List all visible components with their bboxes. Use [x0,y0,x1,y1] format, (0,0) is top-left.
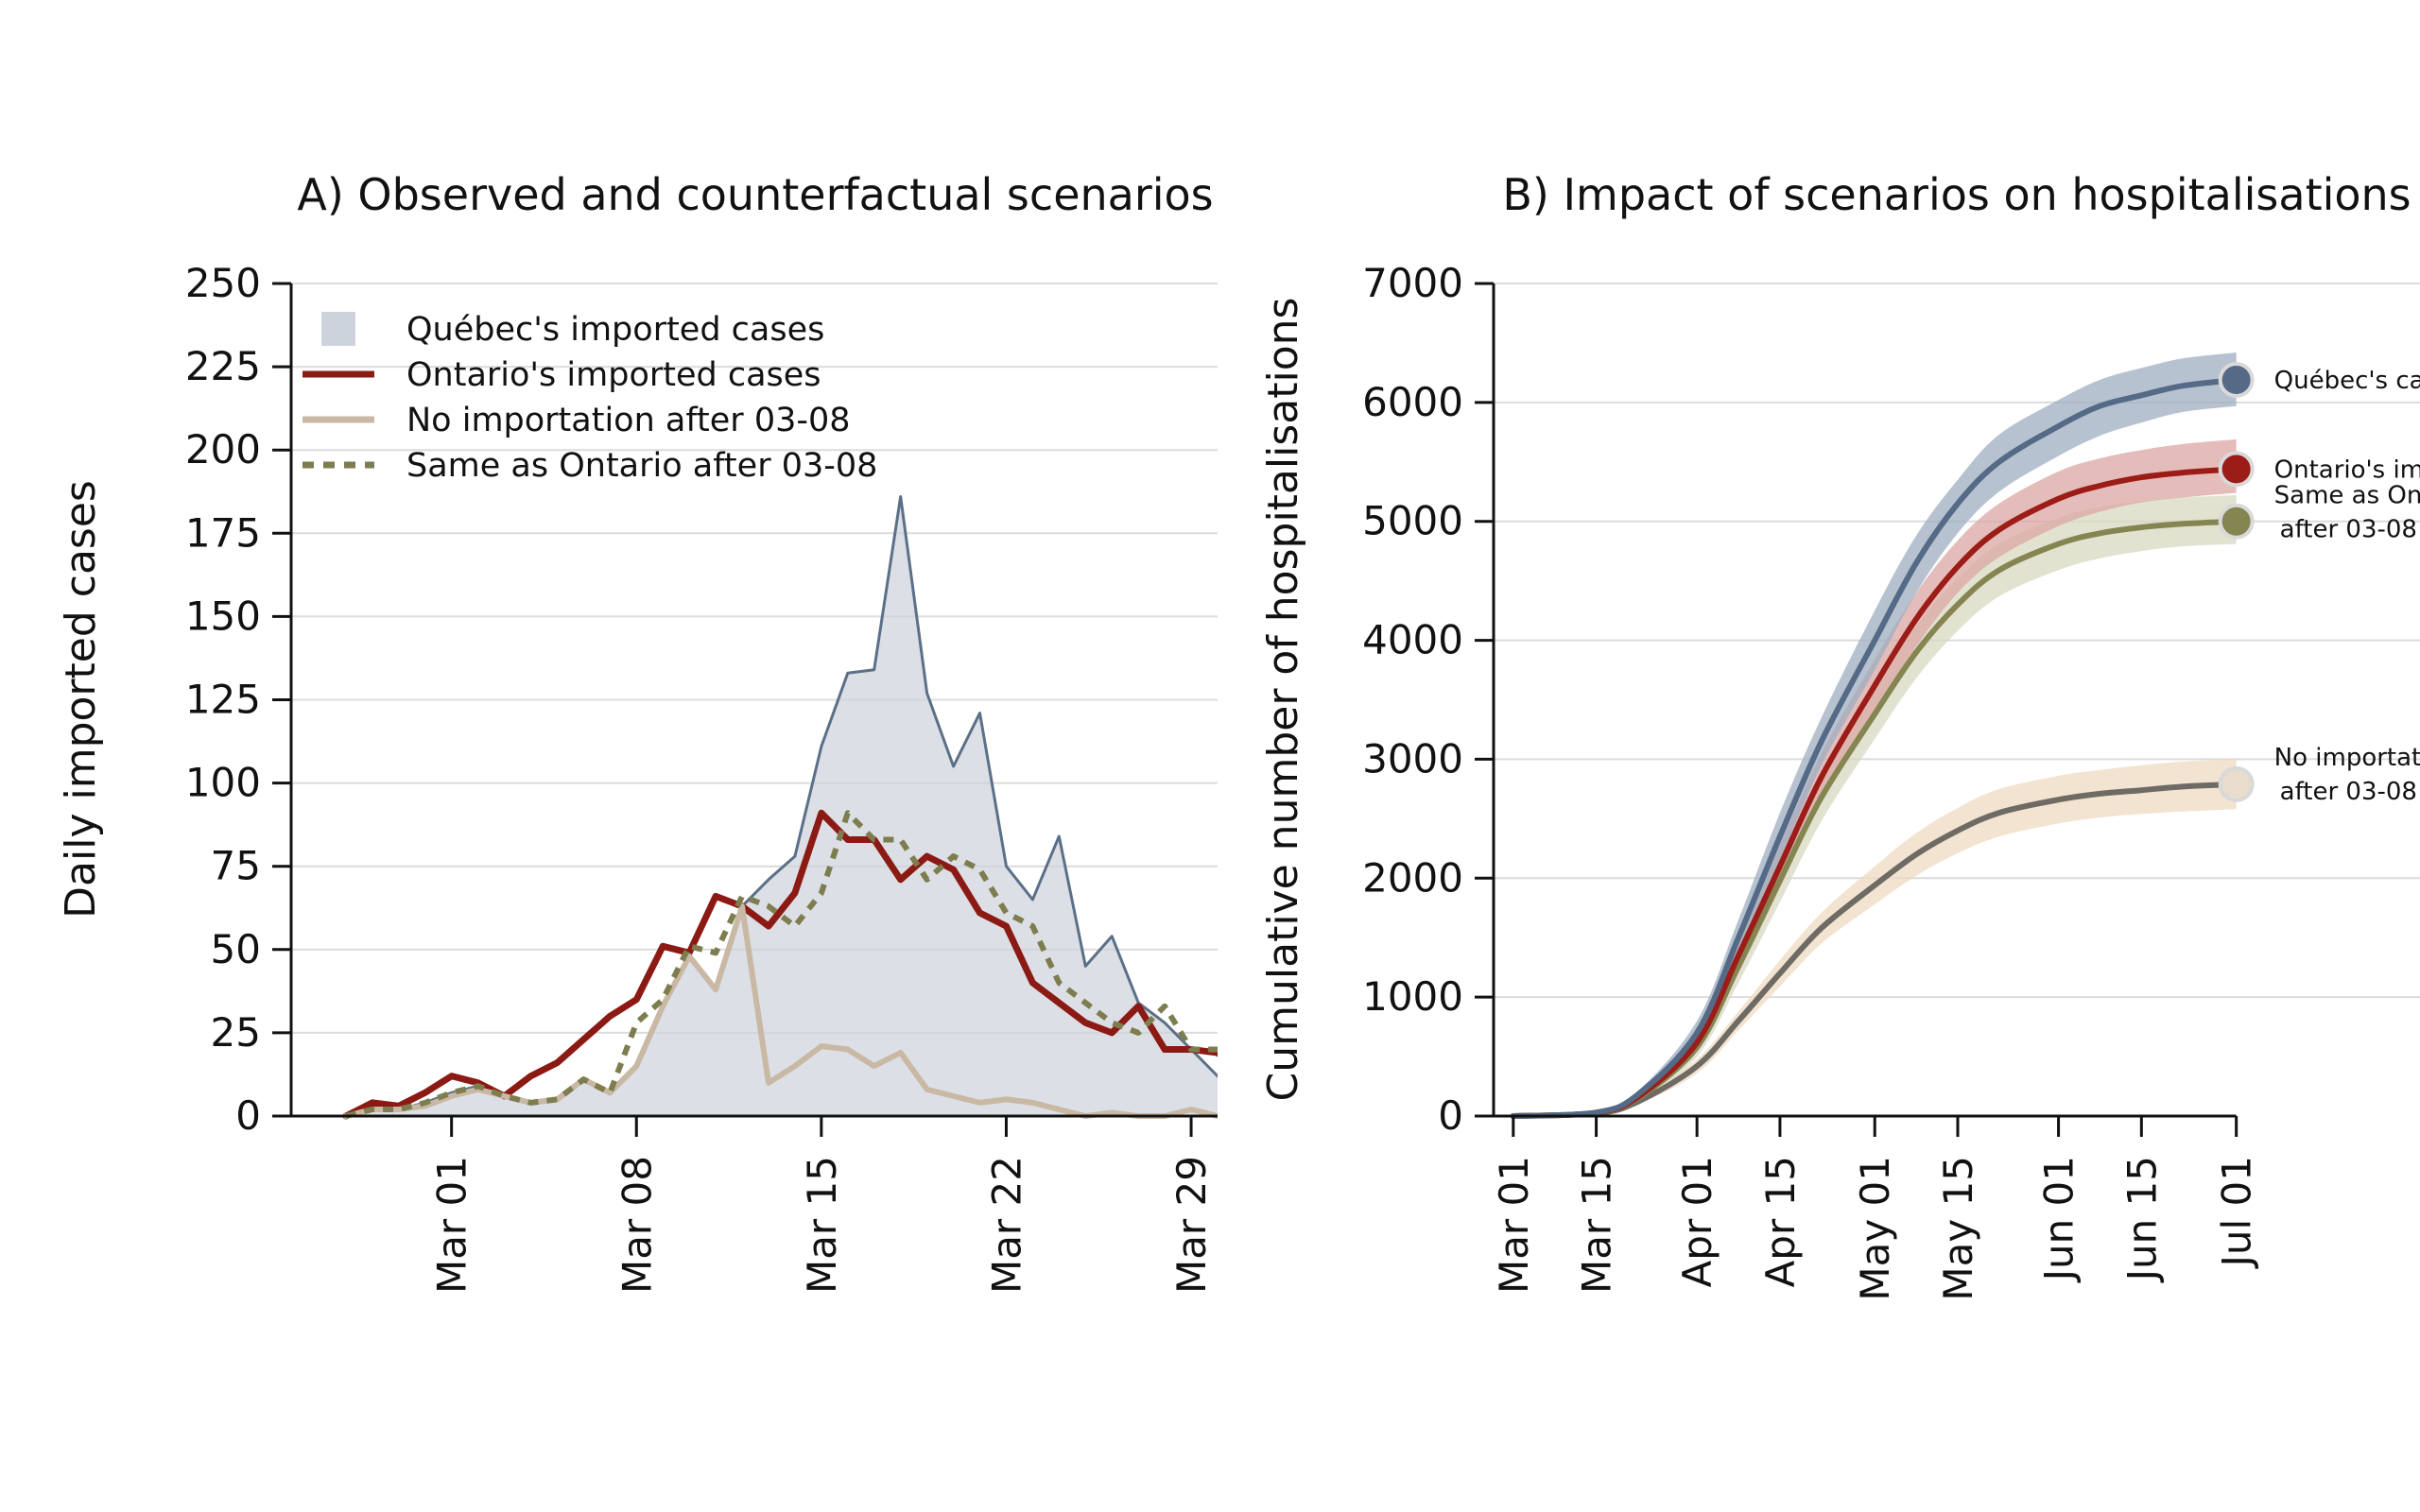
x-tick-label-mar-29: Mar 29 [1168,1156,1215,1294]
y-tick-label-2000: 2000 [1362,854,1463,901]
y-tick-label-3000: 3000 [1362,735,1463,782]
y-tick-label-4000: 4000 [1362,617,1463,663]
y-tick-label-125: 125 [185,677,261,723]
legend-label-ontario-s-imported-cases: Ontario's imported cases [406,356,821,394]
x-tick-label-mar-15: Mar 15 [1574,1156,1620,1294]
end-label-ontario-s-imported-cases-line-1: Ontario's imported cases [2274,455,2420,484]
x-tick-label-mar-22: Mar 22 [984,1156,1030,1294]
legend-swatch-qu-bec-s-imported-cases [321,312,355,346]
end-marker-ontario-s-imported-cases [2218,451,2255,488]
panel-b-axes: 0 1000 2000 3000 4000 5000 6000 7000 Mar 01 Mar 1… [1362,260,2260,1301]
legend-label-no-importation-after-03-08: No importation after 03-08 [406,402,851,439]
legend-label-qu-bec-s-imported-cases: Québec's imported cases [406,311,824,349]
panel-a-axes: 0 25 50 75 100 125 150 175 200 225 250 Mar 01 Mar 08… [185,260,1218,1294]
y-tick-label-225: 225 [185,343,261,389]
x-tick-label-jun-15: Jun 15 [2118,1156,2165,1283]
end-label-no-importation-after-03-08-line-1: No importation [2274,744,2420,772]
legend-label-same-as-ontario-after-03-08: Same as Ontario after 03-08 [406,447,877,485]
panel-b-title: B) Impact of scenarios on hospitalisatio… [1502,169,2411,220]
y-tick-label-0: 0 [235,1092,261,1139]
y-tick-label-7000: 7000 [1362,260,1463,306]
end-marker-same-as-ontario-after-03-08 [2218,503,2255,540]
end-marker-qu-bec-s-cases [2218,361,2255,398]
end-label-same-as-ontario-after-03-08-line-2: after 03-08 [2280,516,2417,544]
x-tick-label-mar-15: Mar 15 [799,1156,845,1294]
line-same-as-ontario-after-03-08 [345,810,1218,1119]
x-tick-label-mar-01: Mar 01 [1491,1156,1537,1294]
y-tick-label-150: 150 [185,593,261,639]
x-tick-label-jul-01: Jul 01 [2214,1156,2260,1269]
x-tick-label-apr-01: Apr 01 [1674,1156,1720,1287]
panel-b: B) Impact of scenarios on hospitalisatio… [1259,169,2420,1301]
end-marker-no-importation-after-03-08 [2218,765,2255,802]
line-ontario-s-imported-cases [1510,466,2239,1119]
x-tick-label-mar-01: Mar 01 [429,1156,475,1294]
end-label-same-as-ontario-after-03-08-line-1: Same as Ontario [2274,482,2420,510]
line-no-importation-after-03-08 [1510,781,2239,1119]
panel-b-gridlines [1494,283,2420,999]
panel-b-y-axis-label: Cumulative number of hospitalisations [1259,298,1307,1102]
line-qu-bec-s-cases [1510,376,2239,1119]
x-tick-label-jun-01: Jun 01 [2036,1156,2083,1283]
y-tick-label-1000: 1000 [1362,973,1463,1020]
panel-a-y-axis-label: Daily imported cases [57,480,105,919]
band-no-importation-after-03-08 [1512,759,2237,1116]
panel-a-legend: Québec's imported cases Ontario's importe… [302,311,877,485]
y-tick-label-100: 100 [185,760,261,806]
end-label-no-importation-after-03-08-line-2: after 03-08 [2280,778,2417,806]
y-tick-label-0: 0 [1438,1092,1463,1139]
y-tick-label-6000: 6000 [1362,379,1463,425]
y-tick-label-250: 250 [185,260,261,306]
x-tick-label-apr-15: Apr 15 [1757,1156,1804,1287]
x-tick-label-mar-08: Mar 08 [614,1156,660,1294]
y-tick-label-75: 75 [211,843,261,889]
panel-a-title: A) Observed and counterfactual scenarios [297,169,1213,220]
x-tick-label-may-15: May 15 [1935,1156,1981,1301]
y-tick-label-25: 25 [211,1009,261,1056]
panel-a: A) Observed and counterfactual scenarios… [57,169,1218,1294]
panel-a-plot-area [342,495,1218,1120]
y-tick-label-50: 50 [211,926,261,972]
y-tick-label-175: 175 [185,509,261,556]
y-tick-label-200: 200 [185,426,261,472]
y-tick-label-5000: 5000 [1362,498,1463,544]
area-qu-bec-s-imported-cases [345,496,1218,1116]
panel-a-gridlines [291,283,1218,1034]
end-label-qu-bec-s-cases-line-1: Québec's cases [2274,367,2420,395]
x-tick-label-may-01: May 01 [1852,1156,1898,1301]
panel-b-plot-area [1510,352,2239,1119]
panel-b-end-labels: Québec's cases Ontario's imported casesSa… [2218,361,2420,806]
